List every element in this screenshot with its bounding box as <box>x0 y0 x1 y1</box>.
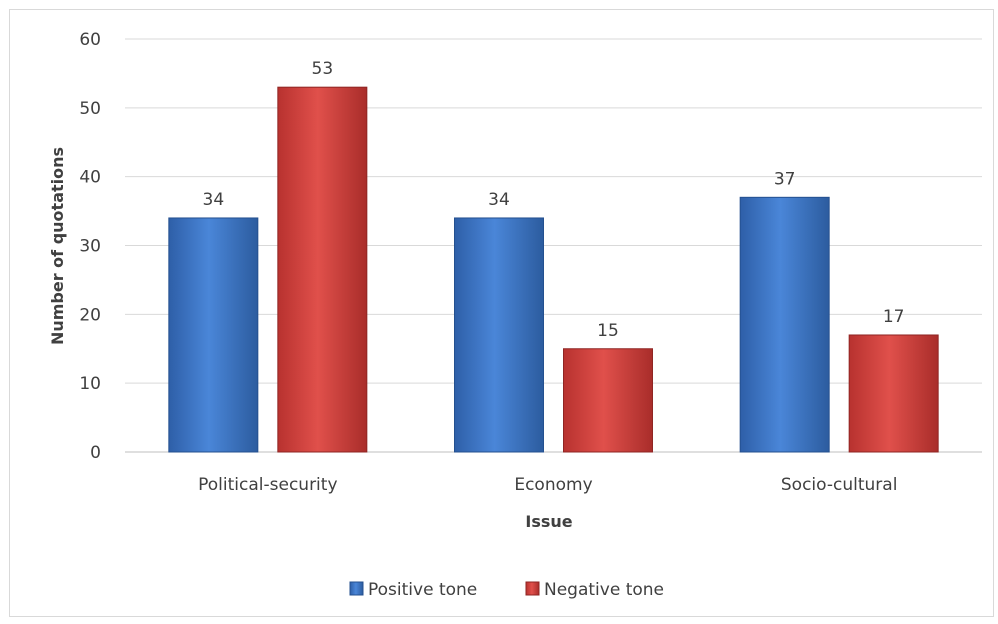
y-tick-label: 50 <box>79 99 101 119</box>
gridlines <box>125 38 982 453</box>
x-tick-label: Economy <box>514 475 592 495</box>
legend-swatch-negative <box>525 581 540 596</box>
y-tick-label: 0 <box>90 443 101 463</box>
y-axis-ticks: 0 10 20 30 40 50 60 <box>79 30 101 463</box>
y-tick-label: 20 <box>79 305 101 325</box>
y-axis-title: Number of quotations <box>48 147 67 345</box>
bar-positive-2 <box>739 196 830 453</box>
bar-negative-2 <box>848 334 939 453</box>
data-labels: 34 53 34 15 37 17 <box>203 59 905 341</box>
bar-positive-1 <box>454 217 544 453</box>
data-label: 15 <box>597 321 619 341</box>
legend: Positive tone Negative tone <box>349 580 664 600</box>
legend-label-positive: Positive tone <box>368 580 477 600</box>
y-tick-label: 30 <box>79 237 101 257</box>
x-tick-label: Political-security <box>198 475 337 495</box>
data-label: 34 <box>488 190 510 210</box>
x-axis-ticks: Political-security Economy Socio-cultural <box>198 475 897 495</box>
legend-label-negative: Negative tone <box>544 580 664 600</box>
bar-positive-0 <box>168 217 259 453</box>
data-label: 53 <box>312 59 334 79</box>
legend-swatch-positive <box>349 581 364 596</box>
bar-negative-1 <box>563 348 653 453</box>
x-axis-title: Issue <box>525 512 572 531</box>
y-tick-label: 40 <box>79 168 101 188</box>
bar-negative-0 <box>277 86 368 453</box>
x-tick-label: Socio-cultural <box>781 475 898 495</box>
data-label: 37 <box>774 169 796 189</box>
data-label: 17 <box>883 307 905 327</box>
bars <box>168 86 939 453</box>
data-label: 34 <box>203 190 225 210</box>
y-tick-label: 60 <box>79 30 101 50</box>
y-tick-label: 10 <box>79 374 101 394</box>
